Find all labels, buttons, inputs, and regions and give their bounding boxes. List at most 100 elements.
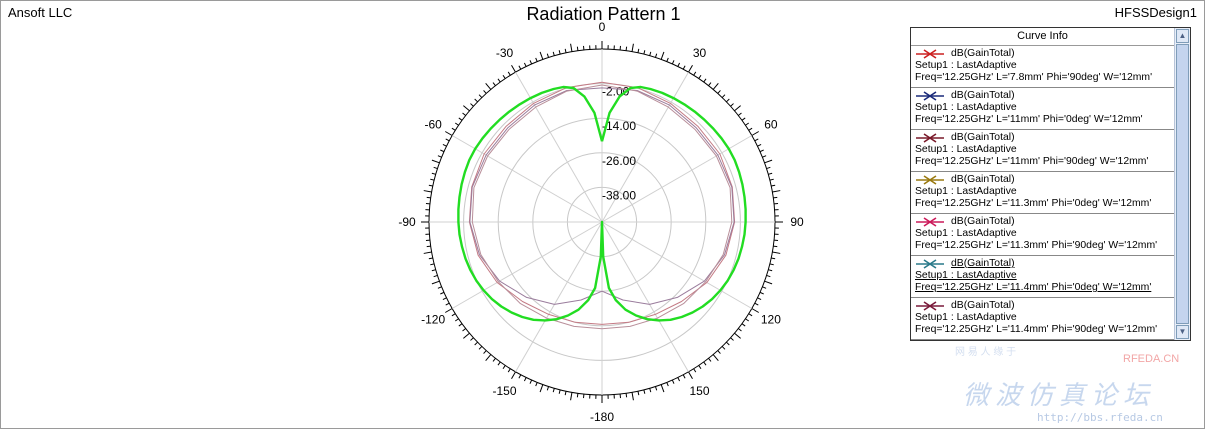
angle-tick	[535, 57, 538, 62]
angle-tick	[431, 172, 436, 175]
angle-tick	[454, 122, 459, 126]
angle-tick	[643, 50, 646, 55]
angle-tick	[762, 286, 767, 289]
angle-tick	[625, 46, 628, 51]
angle-tick	[570, 43, 573, 52]
angle-tick-label: -180	[590, 410, 614, 424]
angle-tick	[703, 78, 707, 83]
angle-tick	[717, 350, 721, 354]
angle-tick	[433, 274, 438, 278]
angle-tick	[546, 386, 550, 391]
angle-tick	[625, 393, 628, 398]
angle-tick	[773, 196, 778, 199]
legend-item-setup: Setup1 : LastAdaptive	[915, 270, 1017, 281]
angle-tick	[511, 371, 516, 380]
angle-tick	[717, 90, 721, 94]
angle-tick	[730, 103, 734, 107]
scroll-up-button[interactable]: ▲	[1176, 29, 1189, 43]
angle-tick	[502, 365, 506, 370]
legend-item-quantity: dB(GainTotal)	[951, 90, 1015, 101]
legend-item-setup: Setup1 : LastAdaptive	[915, 228, 1017, 239]
angle-tick	[451, 313, 456, 317]
angle-tick	[437, 286, 442, 289]
angle-tick-label: -60	[424, 118, 442, 132]
angle-tick-label: 90	[790, 215, 804, 229]
legend-item-setup: Setup1 : LastAdaptive	[915, 102, 1017, 113]
legend-scrollbar[interactable]: ▲ ▼	[1174, 28, 1190, 340]
curve-marker-icon	[916, 133, 944, 143]
angle-tick	[552, 51, 555, 56]
angle-tick	[442, 143, 447, 147]
angle-tick	[637, 48, 640, 53]
angle-tick	[518, 65, 522, 70]
legend-item[interactable]: dB(GainTotal) Setup1 : LastAdaptive Freq='…	[911, 46, 1174, 88]
angle-tick	[654, 53, 658, 58]
chart-title: Radiation Pattern 1	[0, 4, 1207, 25]
legend-item[interactable]: dB(GainTotal) Setup1 : LastAdaptive Freq='…	[911, 88, 1174, 130]
angle-tick	[478, 94, 483, 98]
angle-tick	[637, 391, 640, 396]
angle-tick	[529, 379, 533, 384]
grid-spoke	[601, 221, 753, 309]
angle-tick	[492, 358, 496, 362]
angle-tick	[539, 51, 544, 60]
angle-tick	[671, 379, 675, 384]
angle-tick	[649, 388, 652, 393]
angle-tick	[423, 190, 432, 193]
legend-item[interactable]: dB(GainTotal) Setup1 : LastAdaptive Freq='…	[911, 214, 1174, 256]
angle-tick	[764, 159, 773, 164]
angle-tick	[773, 245, 778, 248]
series-curve	[468, 81, 736, 325]
legend-header: Curve Info	[911, 28, 1174, 46]
angle-tick	[757, 297, 762, 301]
angle-tick	[671, 60, 675, 65]
design-name: HFSSDesign1	[1114, 5, 1197, 20]
angle-tick	[483, 350, 487, 354]
curve-marker-icon	[916, 49, 944, 59]
angle-tick	[734, 105, 741, 112]
scroll-thumb[interactable]	[1176, 44, 1189, 324]
watermark-chinese: 微波仿真论坛	[963, 381, 1156, 411]
legend-item[interactable]: dB(GainTotal) Setup1 : LastAdaptive Freq='…	[911, 298, 1174, 340]
scroll-down-button[interactable]: ▼	[1176, 325, 1189, 339]
legend-item[interactable]: dB(GainTotal) Setup1 : LastAdaptive Freq='…	[911, 256, 1174, 298]
angle-tick	[649, 51, 652, 56]
legend-item[interactable]: dB(GainTotal) Setup1 : LastAdaptive Freq='…	[911, 130, 1174, 172]
angle-tick	[766, 166, 771, 170]
angle-tick	[682, 374, 686, 379]
angle-tick	[458, 323, 463, 327]
curve-info-legend[interactable]: Curve Info dB(GainTotal) Setup1 : LastAda…	[910, 27, 1191, 341]
angle-tick	[445, 138, 450, 142]
curve-marker-icon	[916, 217, 944, 227]
angle-tick	[430, 263, 435, 266]
angle-tick	[693, 368, 697, 373]
angle-tick	[712, 83, 719, 90]
angle-tick	[474, 98, 478, 103]
angle-tick	[660, 384, 665, 393]
angle-tick	[751, 308, 760, 313]
angle-tick-label: 30	[693, 46, 707, 60]
angle-tick	[766, 274, 771, 278]
angle-tick	[426, 245, 431, 248]
radial-tick-label: -14.00	[602, 119, 636, 133]
angle-tick	[712, 354, 719, 361]
legend-item[interactable]: dB(GainTotal) Setup1 : LastAdaptive Freq='…	[911, 172, 1174, 214]
angle-tick	[485, 354, 492, 361]
angle-tick	[738, 112, 742, 116]
angle-tick	[660, 51, 665, 60]
watermark: 网 易 人 缘 于 RFEDA.CN 微波仿真论坛 http://bbs.rfe…	[955, 335, 1195, 425]
angle-tick	[546, 53, 550, 58]
chart-title-text: Radiation Pattern 1	[526, 4, 681, 24]
grid-spoke	[515, 221, 603, 373]
angle-tick	[745, 318, 750, 322]
angle-tick	[564, 48, 567, 53]
angle-tick	[768, 269, 773, 272]
angle-tick	[654, 386, 658, 391]
angle-tick	[523, 377, 527, 382]
angle-tick	[576, 393, 579, 398]
angle-tick	[470, 337, 474, 341]
angle-tick	[682, 65, 686, 70]
angle-tick	[462, 328, 466, 332]
angle-tick	[726, 98, 730, 103]
